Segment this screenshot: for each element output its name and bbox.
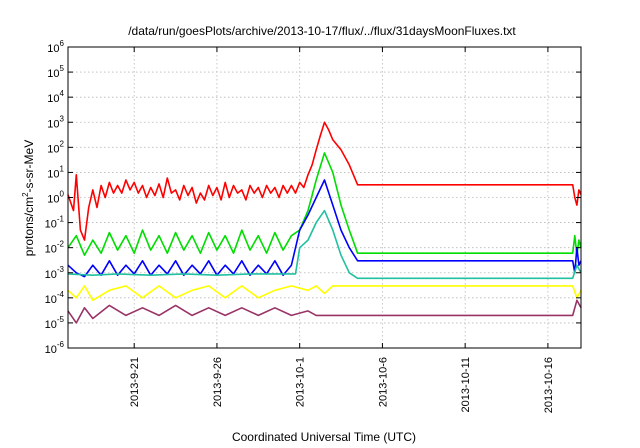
x-tick-label: 2013-10-11 bbox=[460, 357, 472, 412]
y-tick-exponent: 2 bbox=[60, 139, 65, 148]
y-tick-base: 10 bbox=[47, 43, 59, 55]
y-tick-base: 10 bbox=[47, 118, 59, 130]
y-tick-exponent: 3 bbox=[60, 114, 65, 123]
y-tick-label: 10-5 bbox=[45, 315, 65, 331]
y-tick-exponent: -3 bbox=[57, 265, 65, 274]
chart-title: /data/run/goesPlots/archive/2013-10-17/f… bbox=[128, 24, 516, 38]
y-tick-exponent: 5 bbox=[60, 64, 65, 73]
series-line-1 bbox=[67, 121, 582, 241]
series-line-6 bbox=[67, 299, 582, 324]
y-tick-label: 10-2 bbox=[45, 240, 65, 256]
y-tick-exponent: -4 bbox=[57, 290, 65, 299]
x-axis: 2013-9-21 2013-9-26 2013-10-1 2013-10-6 2013… bbox=[129, 47, 555, 413]
series-line-4 bbox=[67, 209, 582, 280]
y-axis-label-post: -s-sr-MeV bbox=[22, 140, 36, 193]
y-tick-base: 10 bbox=[45, 319, 57, 331]
y-tick-base: 10 bbox=[47, 143, 59, 155]
y-tick-label: 101 bbox=[47, 164, 64, 180]
y-tick-label: 100 bbox=[47, 190, 64, 206]
x-axis-label: Coordinated Universal Time (UTC) bbox=[232, 430, 416, 444]
y-tick-label: 105 bbox=[47, 64, 64, 80]
y-axis-label: protons/cm2-s-sr-MeV bbox=[21, 140, 36, 256]
y-tick-base: 10 bbox=[45, 294, 57, 306]
y-tick-label: 10-1 bbox=[45, 215, 65, 231]
x-tick-label: 2013-10-16 bbox=[543, 357, 555, 413]
y-tick-label: 10-3 bbox=[45, 265, 65, 281]
chart-grid bbox=[68, 47, 581, 348]
y-tick-label: 102 bbox=[47, 139, 64, 155]
series-line-2 bbox=[67, 152, 582, 256]
y-tick-exponent: -6 bbox=[57, 340, 65, 349]
y-axis-label-pre: protons/cm bbox=[22, 197, 36, 256]
y-tick-base: 10 bbox=[47, 168, 59, 180]
y-tick-base: 10 bbox=[45, 269, 57, 281]
y-tick-exponent: 6 bbox=[60, 39, 65, 48]
y-tick-label: 104 bbox=[47, 89, 64, 105]
y-tick-exponent: 4 bbox=[60, 89, 65, 98]
series-layer bbox=[67, 121, 582, 324]
y-tick-base: 10 bbox=[47, 93, 59, 105]
y-tick-base: 10 bbox=[45, 219, 57, 231]
y-tick-base: 10 bbox=[45, 344, 57, 356]
series-line-5 bbox=[67, 285, 582, 302]
y-axis: 10-610-510-410-310-210-11001011021031041… bbox=[45, 39, 581, 356]
y-tick-exponent: 1 bbox=[60, 164, 65, 173]
x-tick-label: 2013-9-21 bbox=[129, 357, 141, 407]
y-axis-label-sup: 2 bbox=[21, 192, 30, 197]
y-tick-exponent: -2 bbox=[57, 240, 65, 249]
y-tick-base: 10 bbox=[47, 68, 59, 80]
y-tick-label: 103 bbox=[47, 114, 64, 130]
y-tick-exponent: -1 bbox=[57, 215, 65, 224]
x-tick-label: 2013-10-6 bbox=[377, 357, 389, 407]
y-tick-label: 106 bbox=[47, 39, 64, 55]
y-tick-exponent: -5 bbox=[57, 315, 65, 324]
x-tick-label: 2013-10-1 bbox=[295, 357, 307, 407]
y-tick-exponent: 0 bbox=[60, 190, 65, 199]
y-tick-label: 10-6 bbox=[45, 340, 65, 356]
y-tick-base: 10 bbox=[45, 244, 57, 256]
x-tick-label: 2013-9-26 bbox=[212, 357, 224, 407]
y-tick-base: 10 bbox=[47, 194, 59, 206]
y-tick-label: 10-4 bbox=[45, 290, 65, 306]
